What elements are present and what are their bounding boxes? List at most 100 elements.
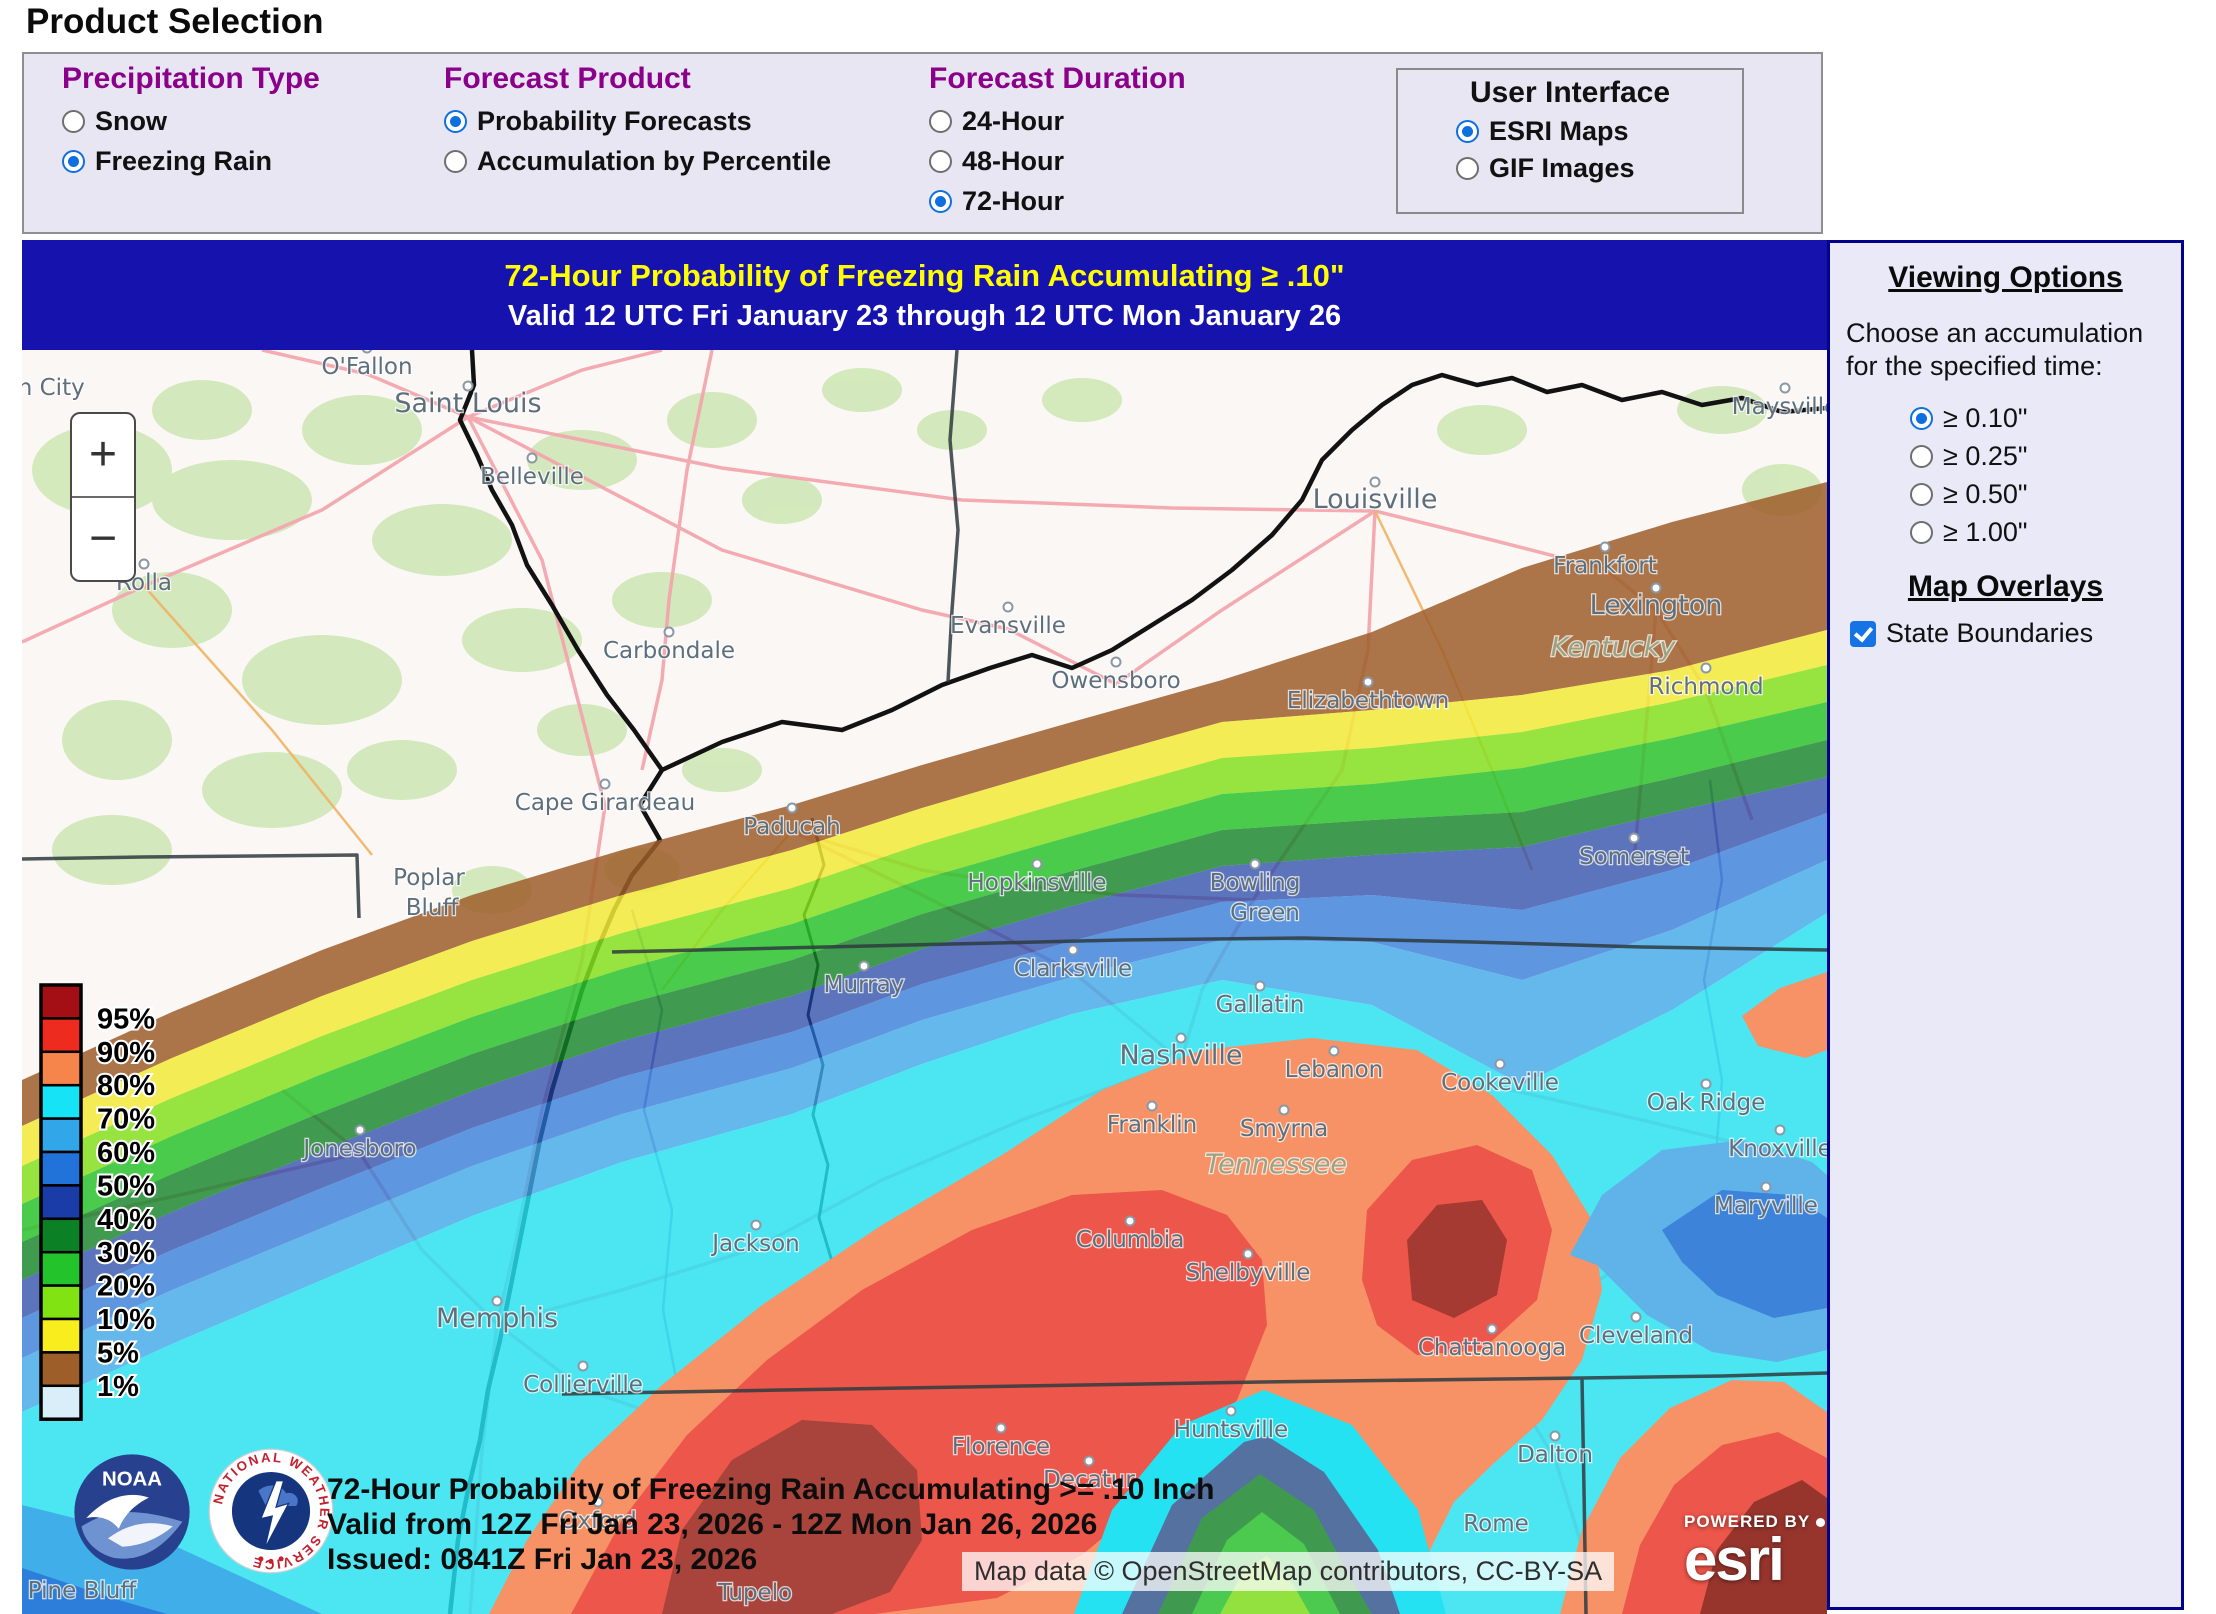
- city-label: Franklin: [1107, 1112, 1197, 1138]
- city-dot: [1225, 1405, 1237, 1417]
- radio-option-accumulation-by-percentile[interactable]: Accumulation by Percentile: [444, 146, 831, 177]
- radio-label: Freezing Rain: [95, 146, 273, 176]
- state-boundaries-checkbox[interactable]: [1850, 620, 1876, 647]
- city-label: Memphis: [436, 1303, 558, 1334]
- legend-label: 50%: [97, 1170, 155, 1202]
- radio-option-48-hour[interactable]: 48-Hour: [929, 146, 1186, 177]
- radio-label: GIF Images: [1489, 153, 1635, 183]
- city-label: Green: [1230, 900, 1300, 926]
- radio-option-0-25[interactable]: ≥ 0.25": [1910, 441, 2165, 472]
- city-dot: [1494, 1058, 1506, 1070]
- city-label: Maysville: [1732, 394, 1827, 420]
- radio-button[interactable]: [62, 150, 85, 173]
- city-dot: [858, 960, 870, 972]
- radio-button[interactable]: [444, 150, 467, 173]
- legend-swatch: [39, 1184, 83, 1221]
- noaa-logo: NOAA: [74, 1454, 190, 1570]
- caption-line1: 72-Hour Probability of Freezing Rain Acc…: [327, 1473, 1215, 1506]
- radio-option-freezing-rain[interactable]: Freezing Rain: [62, 146, 320, 177]
- legend-label: 95%: [97, 1003, 155, 1035]
- zoom-out-button[interactable]: −: [88, 512, 118, 565]
- city-label: Cape Girardeau: [515, 790, 695, 816]
- city-label: Collierville: [523, 1372, 643, 1398]
- legend-label: 70%: [97, 1104, 155, 1136]
- legend-swatch: [39, 1150, 83, 1187]
- radio-button[interactable]: [1910, 407, 1933, 430]
- radio-button[interactable]: [929, 190, 952, 213]
- radio-option-24-hour[interactable]: 24-Hour: [929, 106, 1186, 137]
- radio-button[interactable]: [444, 110, 467, 133]
- city-label: Tupelo: [717, 1580, 792, 1606]
- radio-option-esri-maps[interactable]: ESRI Maps: [1456, 116, 1742, 147]
- city-dot: [1760, 1181, 1772, 1193]
- city-label: Bluff: [406, 895, 460, 921]
- city-dot: [361, 350, 373, 354]
- radio-button[interactable]: [929, 110, 952, 133]
- city-label: Evansville: [950, 613, 1066, 639]
- map-region: 72-Hour Probability of Freezing Rain Acc…: [22, 240, 1827, 1614]
- probability-legend: 95%90%80%70%60%50%40%30%20%10%5%1%: [39, 983, 157, 1421]
- radio-button[interactable]: [1456, 157, 1479, 180]
- city-label: Lebanon: [1285, 1057, 1383, 1083]
- radio-button[interactable]: [62, 110, 85, 133]
- radio-option-gif-images[interactable]: GIF Images: [1456, 153, 1742, 184]
- product-selection-panel: Precipitation Type Snow Freezing Rain For…: [22, 52, 1823, 234]
- legend-swatch: [39, 1384, 83, 1421]
- svg-text:NOAA: NOAA: [102, 1469, 162, 1491]
- group-heading: Precipitation Type: [62, 62, 320, 95]
- city-label: Bowling: [1210, 870, 1301, 896]
- legend-label: 10%: [97, 1304, 155, 1336]
- state-label: Kentucky: [1551, 632, 1677, 663]
- city-label: Belleville: [480, 464, 584, 490]
- page-title: Product Selection: [26, 2, 324, 41]
- group-forecast-duration: Forecast Duration 24-Hour 48-Hour 72-Hour: [929, 62, 1186, 226]
- nws-logo: NATIONAL WEATHER SERVICE: [208, 1448, 334, 1574]
- map-valid-range: Valid 12 UTC Fri January 23 through 12 U…: [507, 299, 1342, 332]
- radio-label: Snow: [95, 106, 167, 136]
- city-dot: [138, 558, 150, 570]
- radio-button[interactable]: [1910, 483, 1933, 506]
- radio-button[interactable]: [1910, 445, 1933, 468]
- city-label: Hopkinsville: [967, 870, 1106, 896]
- radio-option-72-hour[interactable]: 72-Hour: [929, 186, 1186, 217]
- radio-label: 48-Hour: [962, 146, 1065, 176]
- radio-button[interactable]: [929, 150, 952, 173]
- city-label: Oak Ridge: [1647, 1090, 1766, 1116]
- radio-option-snow[interactable]: Snow: [62, 106, 320, 137]
- radio-option-0-10[interactable]: ≥ 0.10": [1910, 403, 2165, 434]
- legend-swatch: [39, 1351, 83, 1388]
- map-canvas[interactable]: O'Fallon Saint Louis Belleville Jefferson C…: [22, 350, 1827, 1614]
- city-dot: [491, 1295, 503, 1307]
- radio-option-0-50[interactable]: ≥ 0.50": [1910, 479, 2165, 510]
- radio-button[interactable]: [1456, 120, 1479, 143]
- city-dot: [462, 380, 474, 392]
- map-zoom-control: + −: [70, 412, 136, 582]
- state-boundaries: [22, 350, 1827, 1614]
- city-label: Paducah: [743, 814, 840, 840]
- zoom-in-button[interactable]: +: [72, 414, 134, 498]
- radio-option-probability-forecasts[interactable]: Probability Forecasts: [444, 106, 831, 137]
- map-title: 72-Hour Probability of Freezing Rain Acc…: [504, 257, 1345, 293]
- radio-label: ≥ 0.25": [1943, 441, 2028, 471]
- city-dot: [1249, 858, 1261, 870]
- legend-label: 5%: [97, 1337, 139, 1369]
- viewing-options-title: Viewing Options: [1888, 261, 2123, 294]
- esri-brand: esri: [1684, 1526, 1785, 1593]
- city-dot: [1110, 656, 1122, 668]
- city-dot: [750, 1219, 762, 1231]
- city-label: Louisville: [1313, 484, 1438, 515]
- city-label: Smyrna: [1240, 1116, 1328, 1142]
- legend-label: 40%: [97, 1204, 155, 1236]
- city-dot: [1254, 980, 1266, 992]
- city-dot: [1650, 582, 1662, 594]
- state-boundaries-option[interactable]: State Boundaries: [1850, 618, 2165, 649]
- city-label: Somerset: [1579, 844, 1689, 870]
- radio-option-1-00[interactable]: ≥ 1.00": [1910, 517, 2165, 548]
- radio-button[interactable]: [1910, 521, 1933, 544]
- city-dot: [1369, 476, 1381, 488]
- city-labels: O'Fallon Saint Louis Belleville Jefferson C…: [22, 350, 1827, 1607]
- city-dot: [1630, 1311, 1642, 1323]
- legend-label: 80%: [97, 1070, 155, 1102]
- city-label: Nashville: [1119, 1040, 1242, 1071]
- radio-label: ≥ 1.00": [1943, 517, 2028, 547]
